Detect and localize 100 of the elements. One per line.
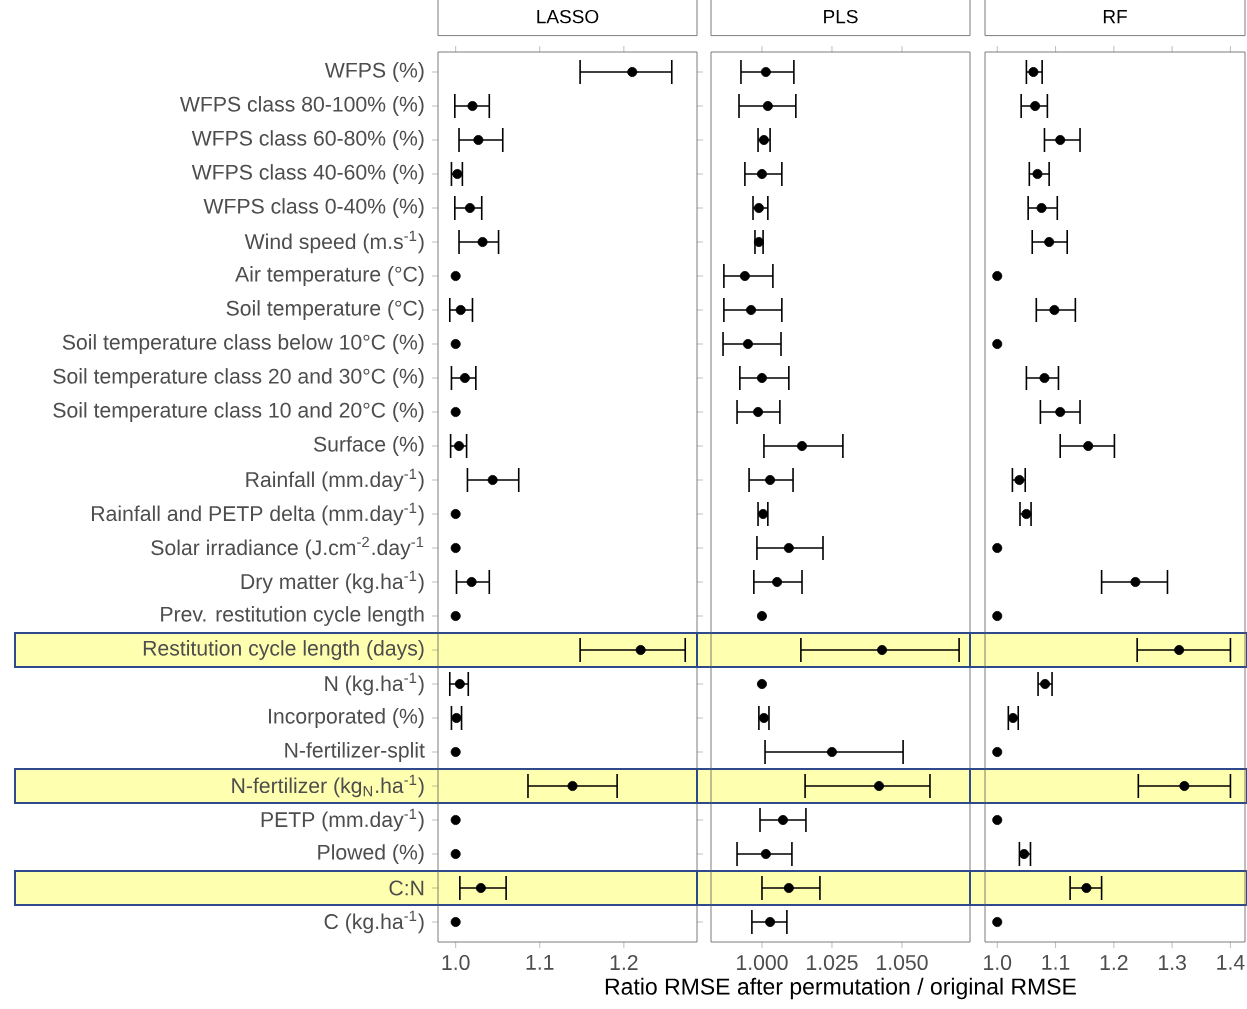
point: [992, 611, 1003, 622]
point: [739, 271, 750, 282]
point: [473, 135, 484, 146]
x-tick-label: 1.1: [1042, 955, 1070, 970]
point: [1174, 645, 1185, 656]
y-tick-label: C:N: [389, 880, 424, 896]
point: [450, 543, 461, 554]
point: [783, 883, 794, 894]
chart-title: PLS: [824, 9, 858, 24]
point: [992, 747, 1003, 758]
point: [459, 373, 470, 384]
y-tick-label: Restitution cycle length (days): [143, 640, 424, 660]
point: [753, 203, 764, 214]
x-tick-label: 1.050: [877, 955, 928, 971]
y-tick-label: Rainfall and PETP delta (mm.day$^{-1}$): [91, 502, 424, 526]
y-tick-label: WFPS class 60-80% (%): [191, 130, 424, 150]
chart-title: RF: [1103, 10, 1127, 24]
y-tick-label: Wind speed (m.s$^{-1}$): [244, 230, 424, 254]
x-tick-label: 1.1: [526, 955, 554, 970]
point: [454, 679, 465, 690]
x-tick-label: 1.025: [807, 955, 858, 971]
y-tick-label: PETP (mm.day$^{-1}$): [261, 808, 424, 832]
point: [753, 237, 764, 248]
point: [756, 611, 767, 622]
point: [452, 169, 463, 179]
point: [777, 815, 788, 826]
point: [450, 339, 461, 349]
point: [1081, 883, 1092, 894]
point: [450, 509, 461, 519]
y-tick-label: Dry matter (kg.ha$^{-1}$): [241, 570, 424, 594]
point: [992, 271, 1003, 282]
y-tick-label: Prev. restitution cycle length: [161, 606, 424, 626]
x-tick-label: 1.4: [1217, 955, 1245, 970]
x-tick-label: 1.3: [1159, 955, 1186, 971]
point: [1019, 849, 1030, 860]
y-tick-label: Soil temperature (°C): [226, 300, 424, 320]
point: [797, 441, 808, 452]
point: [758, 135, 769, 146]
point: [1040, 679, 1051, 690]
point: [1179, 781, 1190, 792]
y-tick-label: Surface (%): [313, 436, 424, 456]
y-tick-label: Soil temperature class below 10°C (%): [62, 334, 424, 354]
x-tick-label: 1.2: [1100, 955, 1128, 970]
point: [742, 339, 753, 350]
point: [487, 475, 498, 486]
point: [992, 543, 1003, 554]
point: [756, 679, 767, 690]
y-tick-label: Air temperature (°C): [235, 266, 424, 286]
point: [1044, 237, 1055, 248]
y-tick-label: Soil temperature class 20 and 30°C (%): [53, 368, 424, 388]
point: [450, 407, 461, 418]
point: [475, 883, 486, 894]
point: [1039, 373, 1050, 384]
point: [450, 849, 461, 860]
point: [464, 203, 475, 213]
y-tick-label: N (kg.ha$^{-1}$): [325, 672, 424, 696]
chart-title: LASSO: [537, 9, 599, 24]
y-tick-label: WFPS class 40-60% (%): [191, 164, 424, 184]
y-tick-label: Rainfall (mm.day$^{-1}$): [246, 468, 424, 492]
point: [1014, 475, 1025, 486]
point: [477, 237, 488, 248]
point: [450, 611, 461, 622]
y-tick-label: Plowed (%): [318, 844, 424, 864]
point: [762, 101, 773, 112]
point: [451, 713, 462, 724]
y-tick-label: Soil temperature class 10 and 20°C (%): [53, 402, 424, 422]
y-tick-label: Solar irradiance (J.cm$^{-2}$.day$^{-1}$: [151, 536, 424, 560]
point: [1083, 441, 1094, 452]
point: [760, 849, 771, 860]
point: [1021, 509, 1032, 519]
y-tick-label: WFPS class 0-40% (%): [203, 198, 424, 218]
x-axis-title: Ratio RMSE after permutation / original RMSE: [605, 977, 1076, 1000]
point: [765, 475, 776, 486]
point: [756, 373, 767, 384]
y-tick-label: WFPS class 80-100% (%): [179, 96, 424, 116]
point: [1130, 577, 1141, 588]
point: [758, 509, 769, 520]
point: [1032, 169, 1043, 179]
x-tick-label: 1.0: [442, 955, 470, 971]
point: [826, 747, 837, 758]
point: [450, 815, 461, 825]
point: [1028, 67, 1039, 78]
y-tick-label: N-fertilizer-split: [285, 742, 425, 762]
point: [455, 305, 466, 316]
point: [772, 577, 783, 588]
x-tick-label: 1.000: [737, 955, 788, 971]
point: [783, 543, 794, 554]
point: [1030, 101, 1041, 112]
point: [874, 781, 885, 792]
point: [567, 781, 578, 792]
point: [450, 917, 461, 928]
point: [450, 271, 461, 282]
point: [756, 169, 767, 180]
y-tick-label: WFPS (%): [324, 62, 424, 82]
point: [760, 67, 771, 78]
point: [753, 407, 764, 418]
point: [1055, 135, 1066, 146]
point: [1049, 305, 1060, 316]
point: [992, 917, 1003, 928]
point: [765, 917, 776, 928]
